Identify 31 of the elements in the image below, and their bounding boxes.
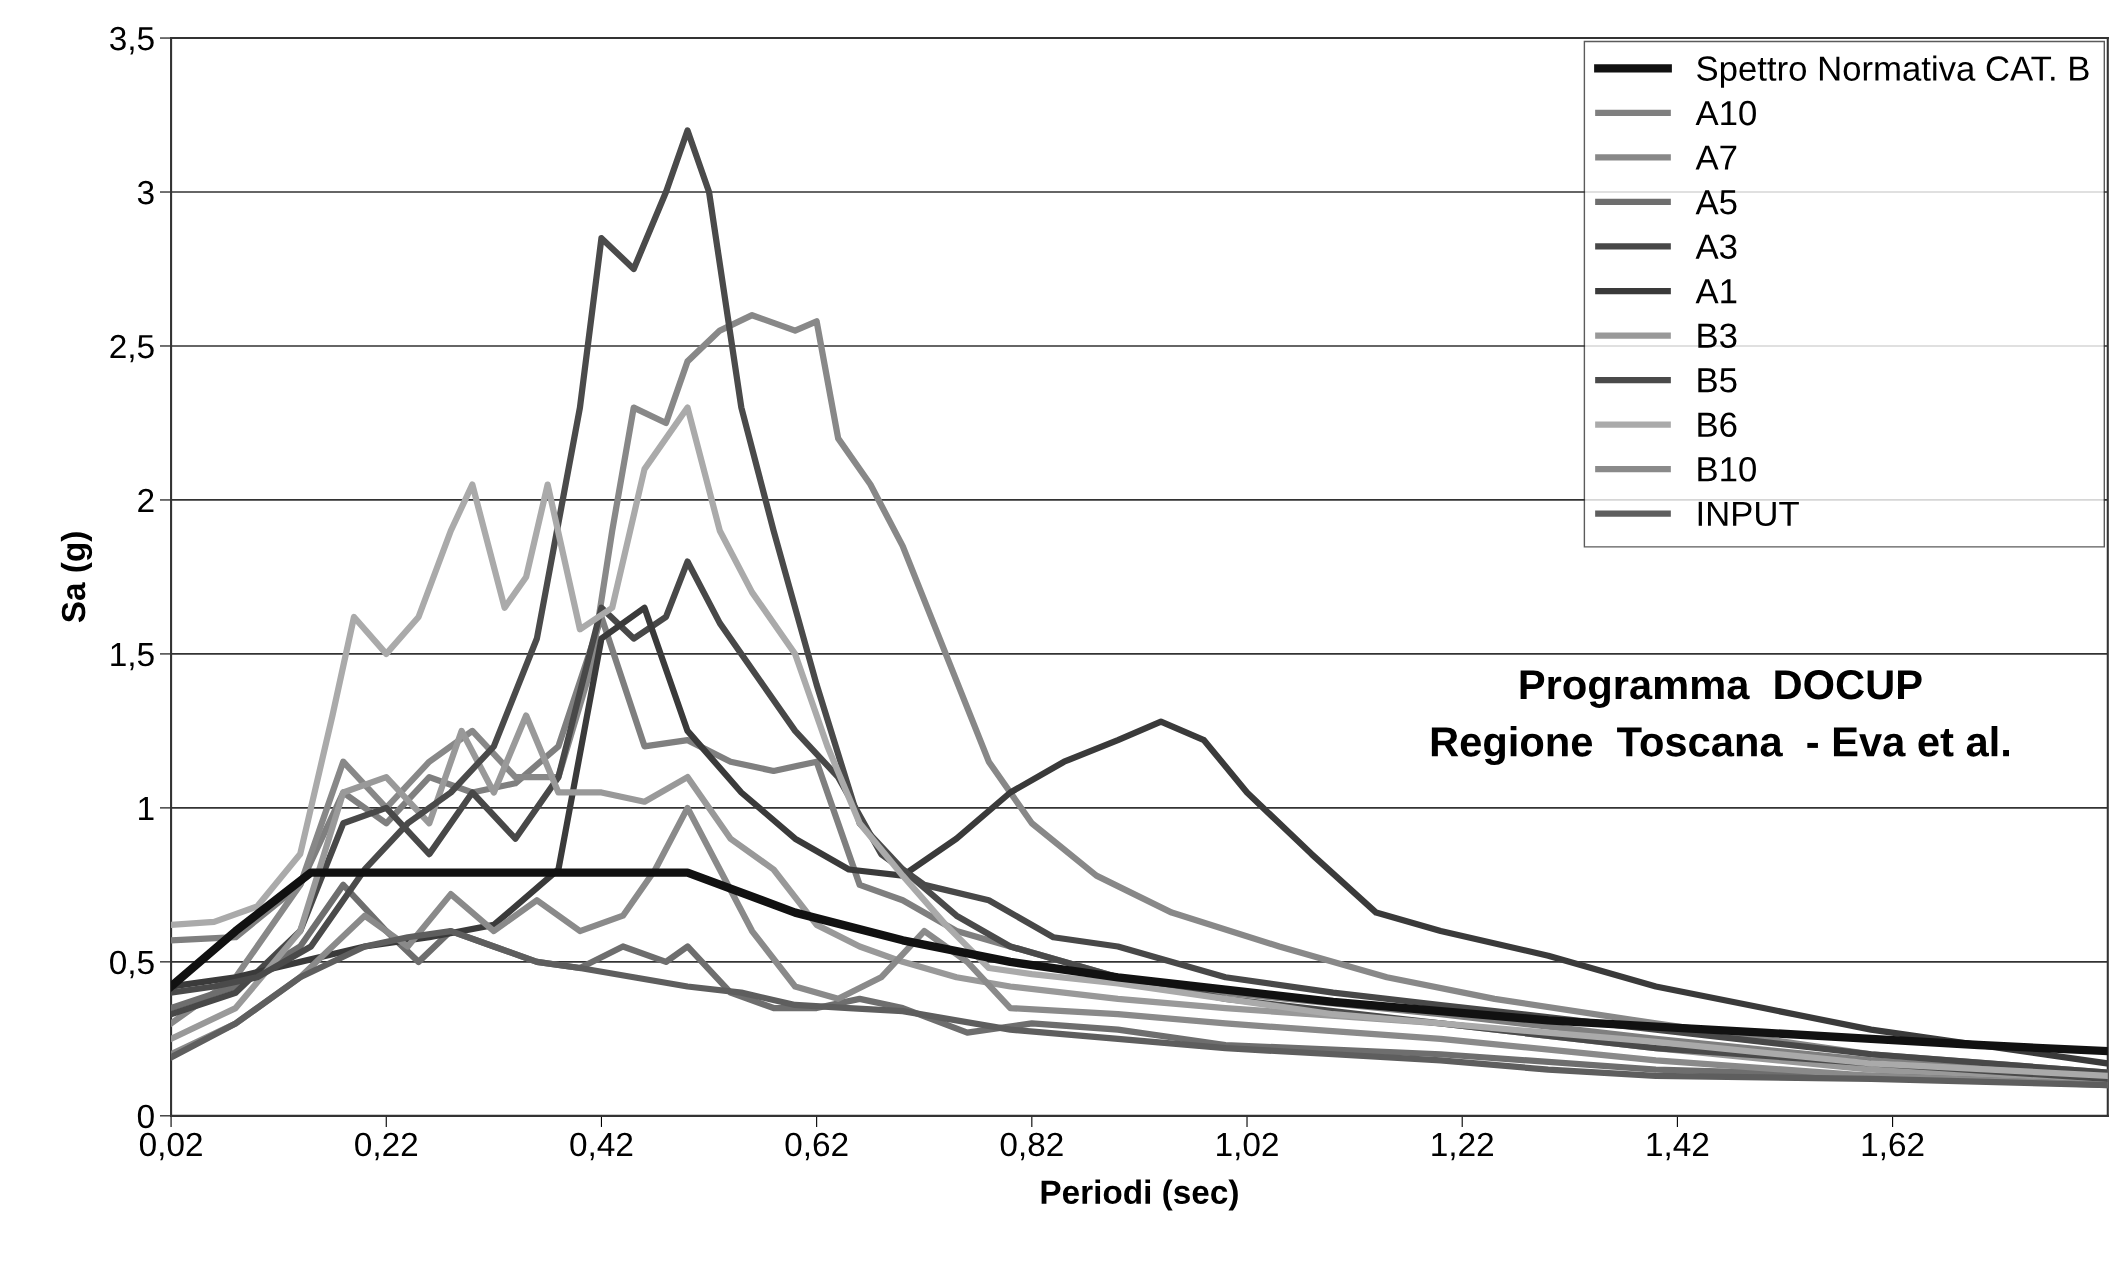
- y-tick-label: 3,5: [110, 26, 154, 55]
- legend-label: A10: [1695, 100, 1756, 126]
- y-tick-label: 2,5: [110, 334, 154, 363]
- legend-label: A5: [1695, 190, 1737, 215]
- legend-label: B5: [1698, 368, 1737, 393]
- y-tick-label: 1: [139, 797, 154, 820]
- x-tick-label: 1,62: [1862, 1132, 1924, 1161]
- legend-label: B3: [1698, 323, 1737, 349]
- y-tick-label: 1,5: [111, 643, 154, 671]
- legend-label: B10: [1698, 457, 1756, 482]
- legend-label: A3: [1695, 234, 1737, 259]
- x-tick-label: 1,42: [1647, 1132, 1709, 1161]
- x-tick-label: 0,82: [1000, 1132, 1063, 1161]
- x-tick-label: 0,42: [570, 1132, 633, 1161]
- x-axis-title: Periodi (sec): [1041, 1179, 1238, 1211]
- y-tick-label: 2: [138, 488, 154, 513]
- x-tick-label: 0,22: [355, 1132, 418, 1161]
- legend-label: A1: [1695, 279, 1737, 304]
- legend-label: Spettro Normativa CAT. B: [1697, 55, 2089, 88]
- x-tick-label: 1,02: [1217, 1132, 1278, 1161]
- legend-label: INPUT: [1698, 501, 1799, 527]
- x-tick-label: 0,02: [139, 1132, 202, 1161]
- legend-label: A7: [1695, 145, 1737, 170]
- y-tick-label: 0,5: [110, 950, 154, 979]
- y-tick-label: 3: [137, 180, 154, 205]
- y-axis-title: Sa (g): [60, 532, 93, 623]
- x-tick-label: 0,62: [785, 1132, 848, 1161]
- y-tick-label: 0: [137, 1104, 154, 1129]
- legend-label: B6: [1698, 412, 1737, 438]
- annotation: Programma DOCUP Regione Toscana - Eva et al.: [1431, 669, 2009, 766]
- x-tick-label: 1,22: [1432, 1132, 1493, 1161]
